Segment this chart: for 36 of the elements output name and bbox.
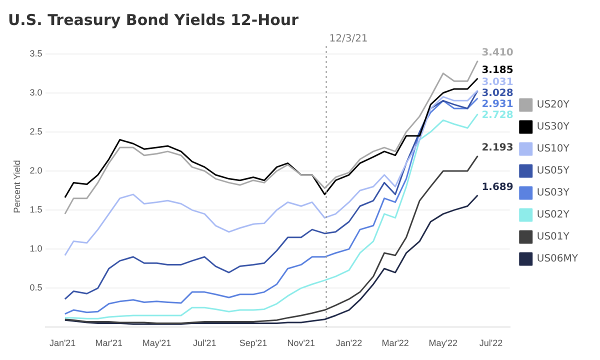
- legend-label: US10Y: [536, 144, 570, 155]
- x-tick-label: May'22: [428, 338, 458, 348]
- annotation: 1.689: [482, 182, 514, 193]
- y-tick-label: 1.5: [30, 204, 42, 215]
- annotation: 3.410: [482, 47, 514, 58]
- legend-label: US06MY: [536, 254, 579, 265]
- annotation: 2.931: [482, 99, 514, 110]
- annotation: 3.031: [482, 77, 514, 88]
- legend-label: US03Y: [536, 188, 570, 199]
- legend-label: US02Y: [536, 210, 570, 221]
- y-tick-label: 3.5: [30, 48, 42, 58]
- y-tick-label: 3.0: [30, 87, 42, 98]
- y-tick-label: 2.0: [30, 165, 42, 176]
- x-tick-label: Jan'22: [336, 338, 362, 348]
- y-axis-title: Percent Yield: [12, 160, 22, 214]
- y-tick-label: 1.0: [30, 244, 42, 254]
- legend-label: US01Y: [536, 232, 570, 243]
- x-tick-label: Mar'21: [95, 338, 122, 348]
- x-tick-label: Sep'21: [239, 338, 268, 348]
- chart-title: U.S. Treasury Bond Yields 12-Hour: [8, 10, 300, 29]
- annotation: 2.193: [482, 142, 514, 154]
- x-tick-label: Jan'21: [49, 338, 76, 348]
- annotation: 3.185: [482, 65, 514, 76]
- legend-label: US30Y: [536, 122, 570, 133]
- x-tick-label: Mar'22: [382, 338, 409, 348]
- x-tick-label: Jul'22: [479, 338, 503, 348]
- x-tick-label: May'21: [142, 338, 172, 348]
- x-tick-label: Jul'21: [192, 338, 216, 348]
- x-tick-label: Nov'21: [287, 338, 315, 348]
- legend-label: US05Y: [536, 166, 570, 177]
- y-tick-label: 0.5: [30, 282, 42, 293]
- legend-label: US20Y: [536, 100, 570, 111]
- y-tick-label: 2.5: [30, 126, 42, 136]
- annotation: 2.728: [482, 110, 514, 122]
- ref-line-label: 12/3/21: [329, 34, 368, 45]
- annotation: 3.028: [482, 88, 514, 100]
